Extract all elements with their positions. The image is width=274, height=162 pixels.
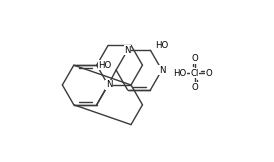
Text: N: N	[124, 46, 131, 55]
Text: HO: HO	[99, 61, 112, 69]
Text: HO: HO	[173, 69, 186, 78]
Text: Cl: Cl	[190, 69, 199, 78]
Text: N: N	[106, 81, 112, 89]
Text: HO: HO	[155, 41, 168, 50]
Text: N: N	[159, 66, 165, 75]
Text: O: O	[206, 69, 212, 78]
Text: O: O	[191, 54, 198, 63]
Text: O: O	[191, 83, 198, 92]
